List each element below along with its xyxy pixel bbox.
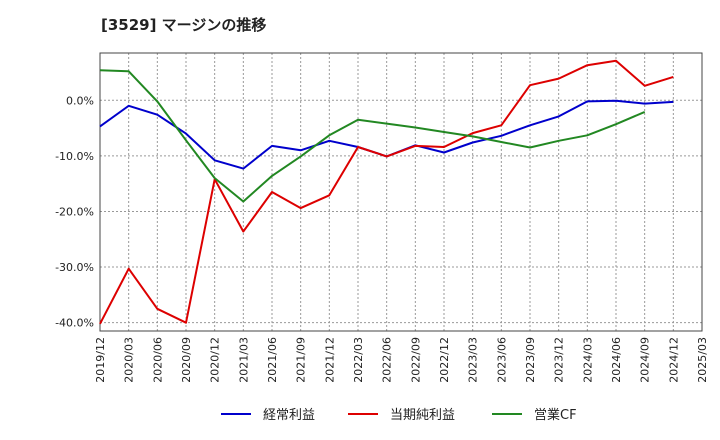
y-tick-label: -30.0% bbox=[55, 261, 94, 274]
x-tick-label: 2024/03 bbox=[581, 337, 594, 383]
x-tick-label: 2022/12 bbox=[438, 337, 451, 383]
x-tick-label: 2024/06 bbox=[610, 337, 623, 383]
x-tick-label: 2023/09 bbox=[524, 337, 537, 383]
x-tick-label: 2023/03 bbox=[467, 337, 480, 383]
x-tick-label: 2021/09 bbox=[295, 337, 308, 383]
chart-title: [3529] マージンの推移 bbox=[101, 16, 267, 34]
x-tick-label: 2023/12 bbox=[553, 337, 566, 383]
x-tick-label: 2020/06 bbox=[151, 337, 164, 383]
x-tick-label: 2024/09 bbox=[639, 337, 652, 383]
x-tick-label: 2022/09 bbox=[409, 337, 422, 383]
x-tick-label: 2020/12 bbox=[209, 337, 222, 383]
series-layer bbox=[99, 59, 674, 325]
legend-label-2: 営業CF bbox=[534, 407, 577, 423]
y-tick-label: -10.0% bbox=[55, 150, 94, 163]
x-axis-ticks: 2019/12 2020/03 2020/06 2020/09 2020/12 2021/… bbox=[94, 337, 709, 383]
x-tick-label: 2025/03 bbox=[696, 337, 709, 383]
legend: 経常利益 当期純利益 営業CF bbox=[221, 407, 577, 423]
x-tick-label: 2021/03 bbox=[237, 337, 250, 383]
legend-label-1: 当期純利益 bbox=[390, 408, 455, 423]
x-tick-label: 2022/06 bbox=[381, 337, 394, 383]
legend-label-0: 経常利益 bbox=[263, 408, 315, 423]
x-tick-label: 2019/12 bbox=[94, 337, 107, 383]
plot-area-frame bbox=[99, 52, 703, 332]
y-axis-ticks: 0.0% -10.0% -20.0% -30.0% -40.0% bbox=[55, 94, 94, 329]
y-tick-label: -40.0% bbox=[55, 317, 94, 330]
x-tick-label: 2021/12 bbox=[323, 337, 336, 383]
x-tick-label: 2020/03 bbox=[123, 337, 136, 383]
series-line-2 bbox=[99, 69, 646, 203]
series-line-1 bbox=[99, 59, 674, 325]
y-tick-label: -20.0% bbox=[55, 205, 94, 218]
y-tick-label: 0.0% bbox=[66, 94, 94, 107]
x-tick-label: 2022/03 bbox=[352, 337, 365, 383]
x-tick-label: 2021/06 bbox=[266, 337, 279, 383]
x-tick-label: 2023/06 bbox=[495, 337, 508, 383]
grid-layer bbox=[100, 53, 702, 331]
x-tick-label: 2020/09 bbox=[180, 337, 193, 383]
x-tick-label: 2024/12 bbox=[667, 337, 680, 383]
